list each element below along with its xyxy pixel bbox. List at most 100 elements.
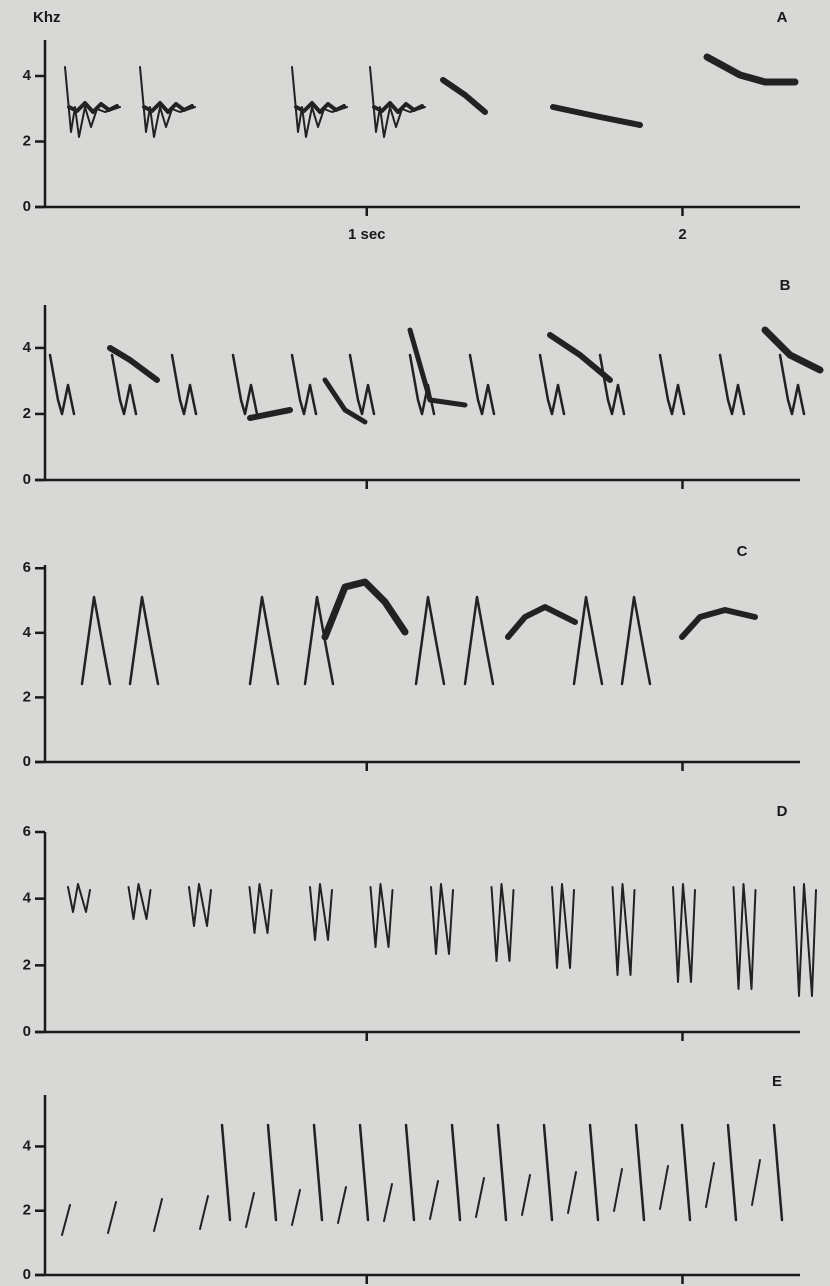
spectrogram-trace bbox=[430, 1181, 438, 1219]
spectrogram-trace bbox=[794, 884, 816, 996]
spectrogram-trace bbox=[200, 1196, 208, 1229]
figure: A Khz 0 2 4 1 sec 2 B 0 2 4 C 0 2 4 6 D 0 2 4 6 E 0 2 4 bbox=[0, 0, 830, 1286]
spectrogram-trace bbox=[574, 597, 602, 684]
spectrogram-trace bbox=[416, 597, 444, 684]
spectrogram-trace bbox=[384, 1184, 392, 1221]
spectrogram-trace bbox=[636, 1125, 644, 1220]
spectrogram-trace bbox=[622, 597, 650, 684]
spectrogram-trace bbox=[310, 884, 332, 940]
spectrogram-trace bbox=[682, 1125, 690, 1220]
panel-label: D bbox=[777, 803, 788, 820]
panel-label: C bbox=[737, 543, 748, 560]
y-tick-label: 0 bbox=[23, 198, 31, 215]
spectrogram-trace bbox=[68, 884, 90, 912]
spectrogram-trace bbox=[292, 67, 347, 137]
spectrogram-trace bbox=[410, 330, 465, 405]
y-tick-label: 4 bbox=[23, 1137, 32, 1154]
spectrogram-trace bbox=[130, 597, 158, 684]
spectrogram-trace bbox=[498, 1125, 506, 1220]
spectrogram-trace bbox=[614, 1169, 622, 1211]
spectrogram-trace bbox=[305, 597, 333, 684]
y-tick-label: 0 bbox=[23, 1023, 31, 1040]
y-axis-label: Khz bbox=[33, 9, 61, 26]
y-tick-label: 6 bbox=[23, 823, 31, 840]
y-tick-label: 2 bbox=[23, 405, 31, 422]
spectrogram-trace bbox=[673, 884, 695, 982]
panel-label: A bbox=[777, 9, 788, 26]
spectrogram-trace bbox=[553, 107, 640, 125]
spectrogram-trace bbox=[552, 884, 574, 968]
spectrogram-trace bbox=[296, 103, 344, 112]
spectrogram-trace bbox=[522, 1175, 530, 1215]
spectrogram-trace bbox=[314, 1125, 322, 1220]
spectrogram-trace bbox=[590, 1125, 598, 1220]
spectrogram-trace bbox=[734, 884, 756, 989]
spectrogram-trace bbox=[370, 67, 425, 137]
spectrogram-trace bbox=[707, 57, 795, 82]
spectrogram-trace bbox=[765, 330, 820, 370]
spectrogram-trace bbox=[476, 1178, 484, 1217]
spectrogram-trace bbox=[69, 103, 117, 112]
spectrogram-trace bbox=[682, 610, 755, 637]
y-tick-label: 4 bbox=[23, 890, 32, 907]
spectrogram-trace bbox=[65, 67, 120, 137]
spectrogram-trace bbox=[720, 355, 744, 414]
y-tick-label: 2 bbox=[23, 956, 31, 973]
spectrogram-trace bbox=[250, 597, 278, 684]
spectrogram-trace bbox=[406, 1125, 414, 1220]
spectrogram-trace bbox=[660, 1166, 668, 1209]
spectrogram-trace bbox=[144, 103, 192, 112]
spectrogram-trace bbox=[268, 1125, 276, 1220]
spectrogram-trace bbox=[492, 884, 514, 961]
panel-label: E bbox=[772, 1073, 782, 1090]
spectrogram-trace bbox=[350, 355, 374, 414]
spectrogram-trace bbox=[189, 884, 211, 926]
panel-label: B bbox=[780, 277, 791, 294]
spectrogram-trace bbox=[82, 597, 110, 684]
spectrogram-trace bbox=[371, 884, 393, 947]
spectrogram-trace bbox=[508, 607, 575, 637]
spectrogram-trace bbox=[600, 355, 624, 414]
spectrogram-trace bbox=[250, 884, 272, 933]
spectrogram-trace bbox=[374, 103, 422, 112]
y-tick-label: 2 bbox=[23, 132, 31, 149]
spectrogram-trace bbox=[568, 1172, 576, 1213]
spectrogram-trace bbox=[154, 1199, 162, 1231]
y-tick-label: 4 bbox=[23, 624, 32, 641]
spectrogram-trace bbox=[129, 884, 151, 919]
spectrogram-trace bbox=[660, 355, 684, 414]
spectrogram-trace bbox=[246, 1193, 254, 1227]
spectrogram-trace bbox=[338, 1187, 346, 1223]
spectrogram-trace bbox=[470, 355, 494, 414]
y-tick-label: 6 bbox=[23, 559, 31, 576]
spectrogram-trace bbox=[452, 1125, 460, 1220]
y-tick-label: 4 bbox=[23, 339, 32, 356]
spectrogram-trace bbox=[222, 1125, 230, 1220]
spectrogram-trace bbox=[465, 597, 493, 684]
x-tick-label: 1 sec bbox=[348, 226, 386, 243]
spectrogram-trace bbox=[325, 582, 405, 637]
spectrogram-trace bbox=[172, 355, 196, 414]
spectrogram-trace bbox=[544, 1125, 552, 1220]
spectrogram-trace bbox=[431, 884, 453, 954]
y-tick-label: 0 bbox=[23, 1266, 31, 1283]
spectrogram-trace bbox=[728, 1125, 736, 1220]
spectrogram-trace bbox=[360, 1125, 368, 1220]
spectrogram-trace bbox=[613, 884, 635, 975]
spectrogram-trace bbox=[443, 80, 485, 112]
spectrogram-trace bbox=[140, 67, 195, 137]
spectrogram-trace bbox=[110, 348, 157, 380]
spectrogram-trace bbox=[706, 1163, 714, 1207]
x-tick-label: 2 bbox=[678, 226, 686, 243]
y-tick-label: 4 bbox=[23, 67, 32, 84]
y-tick-label: 0 bbox=[23, 753, 31, 770]
spectrogram-trace bbox=[108, 1202, 116, 1233]
y-tick-label: 0 bbox=[23, 471, 31, 488]
spectrogram-trace bbox=[292, 355, 316, 414]
y-tick-label: 2 bbox=[23, 1202, 31, 1219]
y-tick-label: 2 bbox=[23, 688, 31, 705]
spectrogram-trace bbox=[233, 355, 257, 414]
spectrogram-trace bbox=[752, 1160, 760, 1205]
spectrogram-trace bbox=[62, 1205, 70, 1235]
spectrogram-trace bbox=[292, 1190, 300, 1225]
